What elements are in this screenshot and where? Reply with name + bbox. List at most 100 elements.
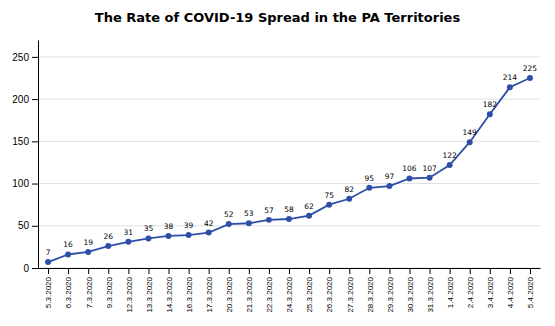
marker [286,216,292,222]
x-tick: 4.4.2020 [506,268,515,308]
x-tick-mark [430,268,431,274]
y-tick: 150 [12,136,38,147]
plot: 0501001502002505.3.20206.3.20207.3.20209… [12,41,540,313]
x-tick: 30.3.2020 [406,268,415,313]
x-tick-label: 3.4.2020 [486,276,495,308]
x-tick-mark [530,268,531,274]
data-label: 16 [63,240,73,249]
x-tick-mark [88,268,89,274]
x-tick: 28.3.2020 [366,268,375,313]
data-label: 225 [523,64,538,73]
x-tick: 21.3.2020 [245,268,254,313]
y-tick: 200 [12,94,38,105]
data-label: 214 [503,73,518,82]
x-tick-mark [209,268,210,274]
y-axis: 0 50 100 150 200 250 [12,41,38,274]
y-tick-label: 200 [12,94,29,105]
x-tick: 17.3.2020 [205,268,214,313]
x-tick: 7.3.2020 [85,268,94,308]
x-tick-label: 29.3.2020 [386,276,395,312]
marker [166,233,172,239]
x-tick-label: 28.3.2020 [366,276,375,312]
data-label: 62 [304,202,314,211]
marks [45,75,533,265]
marker [186,232,192,238]
x-tick: 25.3.2020 [305,268,314,313]
data-label: 52 [224,210,234,219]
data-label: 35 [144,224,154,233]
x-tick-mark [289,268,290,274]
marker [85,249,91,255]
title: The Rate of COVID-19 Spread in the PA Te… [95,10,461,25]
data-label: 19 [83,238,93,247]
x-tick: 3.4.2020 [486,268,495,308]
x-tick-label: 2.4.2020 [466,276,475,308]
x-tick-label: 30.3.2020 [406,276,415,312]
y-tick-label: 0 [23,263,29,274]
x-tick: 14.3.2020 [165,268,174,313]
grid-line [38,141,540,142]
x-tick-label: 16.3.2020 [185,276,194,312]
x-tick-mark [349,268,350,274]
data-label: 182 [483,100,498,109]
data-label: 75 [324,191,334,200]
x-tick: 1.4.2020 [446,268,455,308]
marker [206,230,212,236]
x-tick-label: 7.3.2020 [85,276,94,308]
x-tick-label: 5.3.2020 [44,276,53,308]
marker [145,235,151,241]
y-tick-label: 250 [12,52,29,63]
y-tick: 0 [23,263,38,274]
data-label: 95 [365,174,375,183]
x-tick: 5.4.2020 [526,268,535,308]
x-tick-label: 20.3.2020 [225,276,234,312]
x-tick-mark [490,268,491,274]
x-tick-label: 1.4.2020 [446,276,455,308]
x-tick: 31.3.2020 [426,268,435,313]
x-tick-label: 9.3.2020 [105,276,114,308]
grid-line [38,56,540,57]
y-tick-mark [32,226,38,227]
data-label: 149 [463,128,478,137]
y-tick-mark [32,184,38,185]
data-label: 7 [46,248,51,257]
x-tick-mark [169,268,170,274]
y-tick-mark [32,99,38,100]
x-tick-label: 27.3.2020 [346,276,355,312]
x-tick-mark [269,268,270,274]
x-tick: 26.3.2020 [325,268,334,313]
marker [125,239,131,245]
x-tick: 13.3.2020 [145,268,154,313]
data-label: 57 [264,206,274,215]
x-tick: 27.3.2020 [346,268,355,313]
x-tick: 29.3.2020 [386,268,395,313]
marker [427,175,433,181]
data-label: 31 [124,228,134,237]
y-tick-label: 50 [18,220,30,231]
chart: The Rate of COVID-19 Spread in the PA Te… [0,0,555,326]
x-tick-mark [148,268,149,274]
data-label: 42 [204,219,214,228]
y-tick: 50 [18,220,38,231]
y-tick: 100 [12,178,38,189]
grid [38,57,540,268]
x-tick: 9.3.2020 [105,268,114,308]
grid-line [38,183,540,184]
data-label: 82 [344,185,354,194]
marker [326,202,332,208]
line [48,78,530,262]
x-tick-label: 5.4.2020 [526,276,535,308]
data-label: 58 [284,205,294,214]
marker [386,183,392,189]
marker [346,196,352,202]
x-axis: 5.3.20206.3.20207.3.20209.3.202012.3.202… [39,268,541,313]
marker [105,243,111,249]
x-tick-label: 21.3.2020 [245,276,254,312]
y-axis-line [38,41,39,269]
data-label: 106 [402,164,417,173]
x-tick-mark [108,268,109,274]
x-tick-mark [470,268,471,274]
x-tick: 2.4.2020 [466,268,475,308]
x-tick-mark [128,268,129,274]
x-tick-mark [409,268,410,274]
